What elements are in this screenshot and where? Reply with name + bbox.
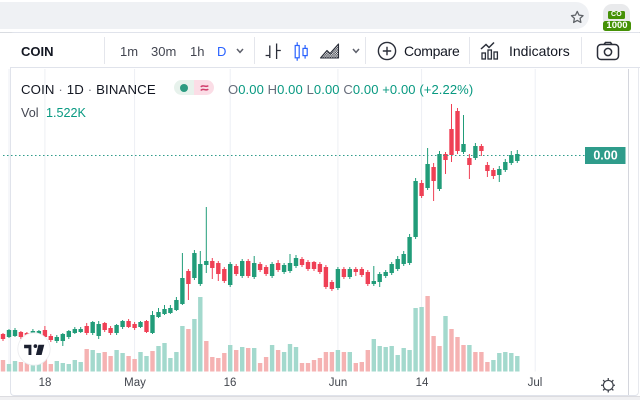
svg-text:0.00: 0.00 bbox=[593, 149, 617, 163]
